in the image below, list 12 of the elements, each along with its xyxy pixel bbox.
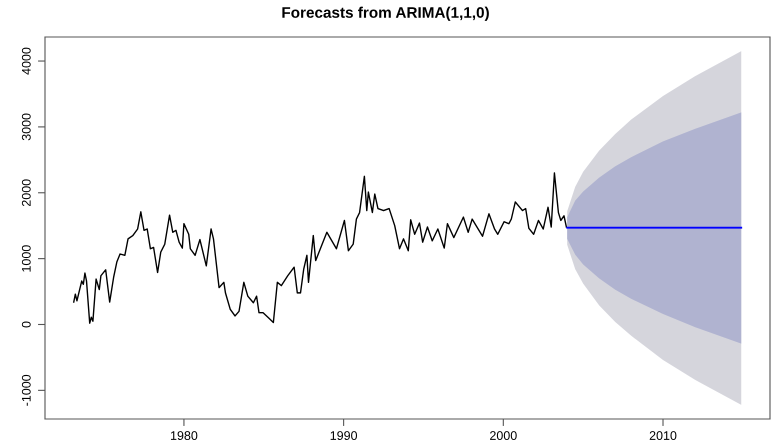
x-tick-label: 2010 <box>650 431 676 440</box>
line-series <box>73 172 568 324</box>
y-tick-label: 0 <box>22 322 31 328</box>
x-tick-label: 2000 <box>490 431 517 440</box>
chart-title: Forecasts from ARIMA(1,1,0) <box>282 6 489 21</box>
x-tick-label: 1980 <box>170 431 198 440</box>
y-tick-label: 1000 <box>22 245 31 272</box>
y-tick-label: 3000 <box>22 113 31 140</box>
y-tick-label: -1000 <box>22 374 31 406</box>
x-tick-label: 1990 <box>330 431 358 440</box>
y-tick-label: 2000 <box>22 179 31 206</box>
y-tick-label: 4000 <box>22 48 31 75</box>
